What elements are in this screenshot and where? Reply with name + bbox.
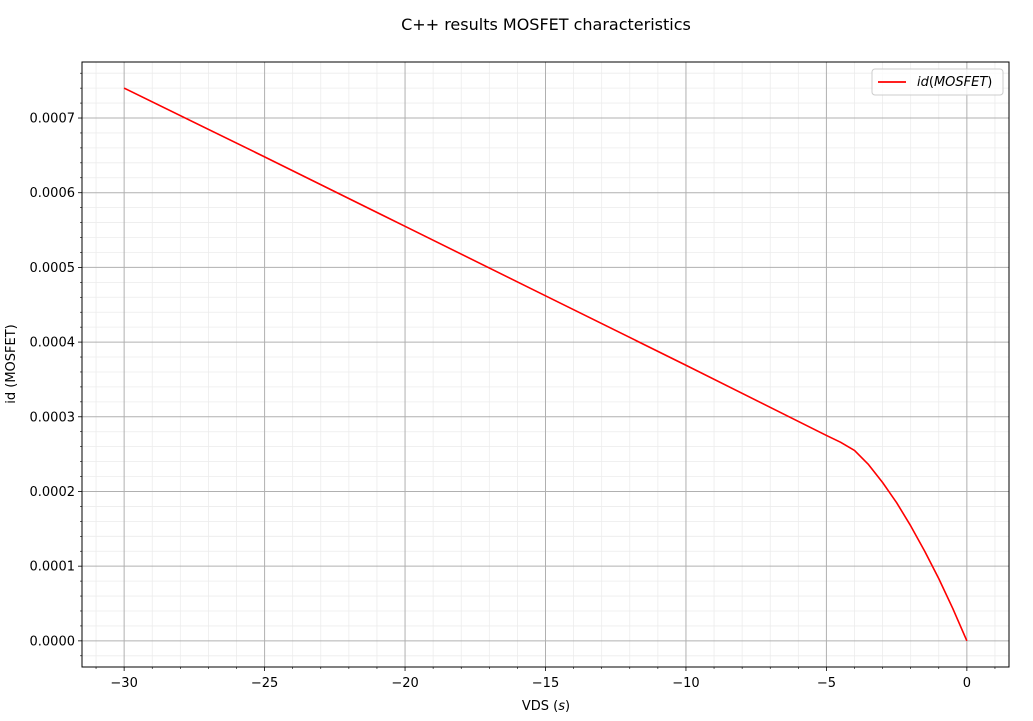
series-layer [123, 87, 968, 642]
legend-label: id(MOSFET) [917, 75, 992, 90]
y-tick-label: 0.0001 [30, 560, 76, 575]
x-axis-label-unit: s [558, 699, 565, 714]
x-tick-label: −5 [817, 676, 836, 691]
x-axis-label: VDS (s) [522, 699, 570, 714]
y-axis-label: id (MOSFET) [4, 324, 19, 403]
x-tick-label: −10 [672, 676, 699, 691]
x-tick-label: −30 [110, 676, 137, 691]
chart-title: C++ results MOSFET characteristics [401, 15, 691, 34]
legend: id(MOSFET) [871, 68, 1004, 96]
x-axis-label-text: VDS [522, 699, 549, 714]
y-tick-label: 0.0000 [30, 634, 76, 649]
y-tick-label: 0.0003 [30, 410, 76, 425]
y-tick-label: 0.0002 [30, 485, 76, 500]
x-tick-label: −25 [251, 676, 278, 691]
series-line-id-mosfet [123, 87, 968, 642]
x-tick-label: −15 [532, 676, 559, 691]
legend-box [871, 68, 1004, 96]
x-axis-ticks: −30 −25 −20 −15 −10 −5 0 [95, 667, 996, 691]
x-tick-label: −20 [391, 676, 418, 691]
major-grid [82, 62, 1009, 667]
legend-label-arg: MOSFET [934, 75, 988, 90]
legend-label-prefix: id [917, 75, 930, 90]
y-tick-label: 0.0007 [30, 112, 76, 127]
y-tick-label: 0.0005 [30, 261, 76, 276]
y-tick-label: 0.0006 [30, 186, 76, 201]
y-tick-label: 0.0004 [30, 336, 76, 351]
x-tick-label: 0 [963, 676, 971, 691]
y-axis-ticks: 0.0000 0.0001 0.0002 0.0003 0.0004 0.0005 0.00… [30, 72, 82, 657]
